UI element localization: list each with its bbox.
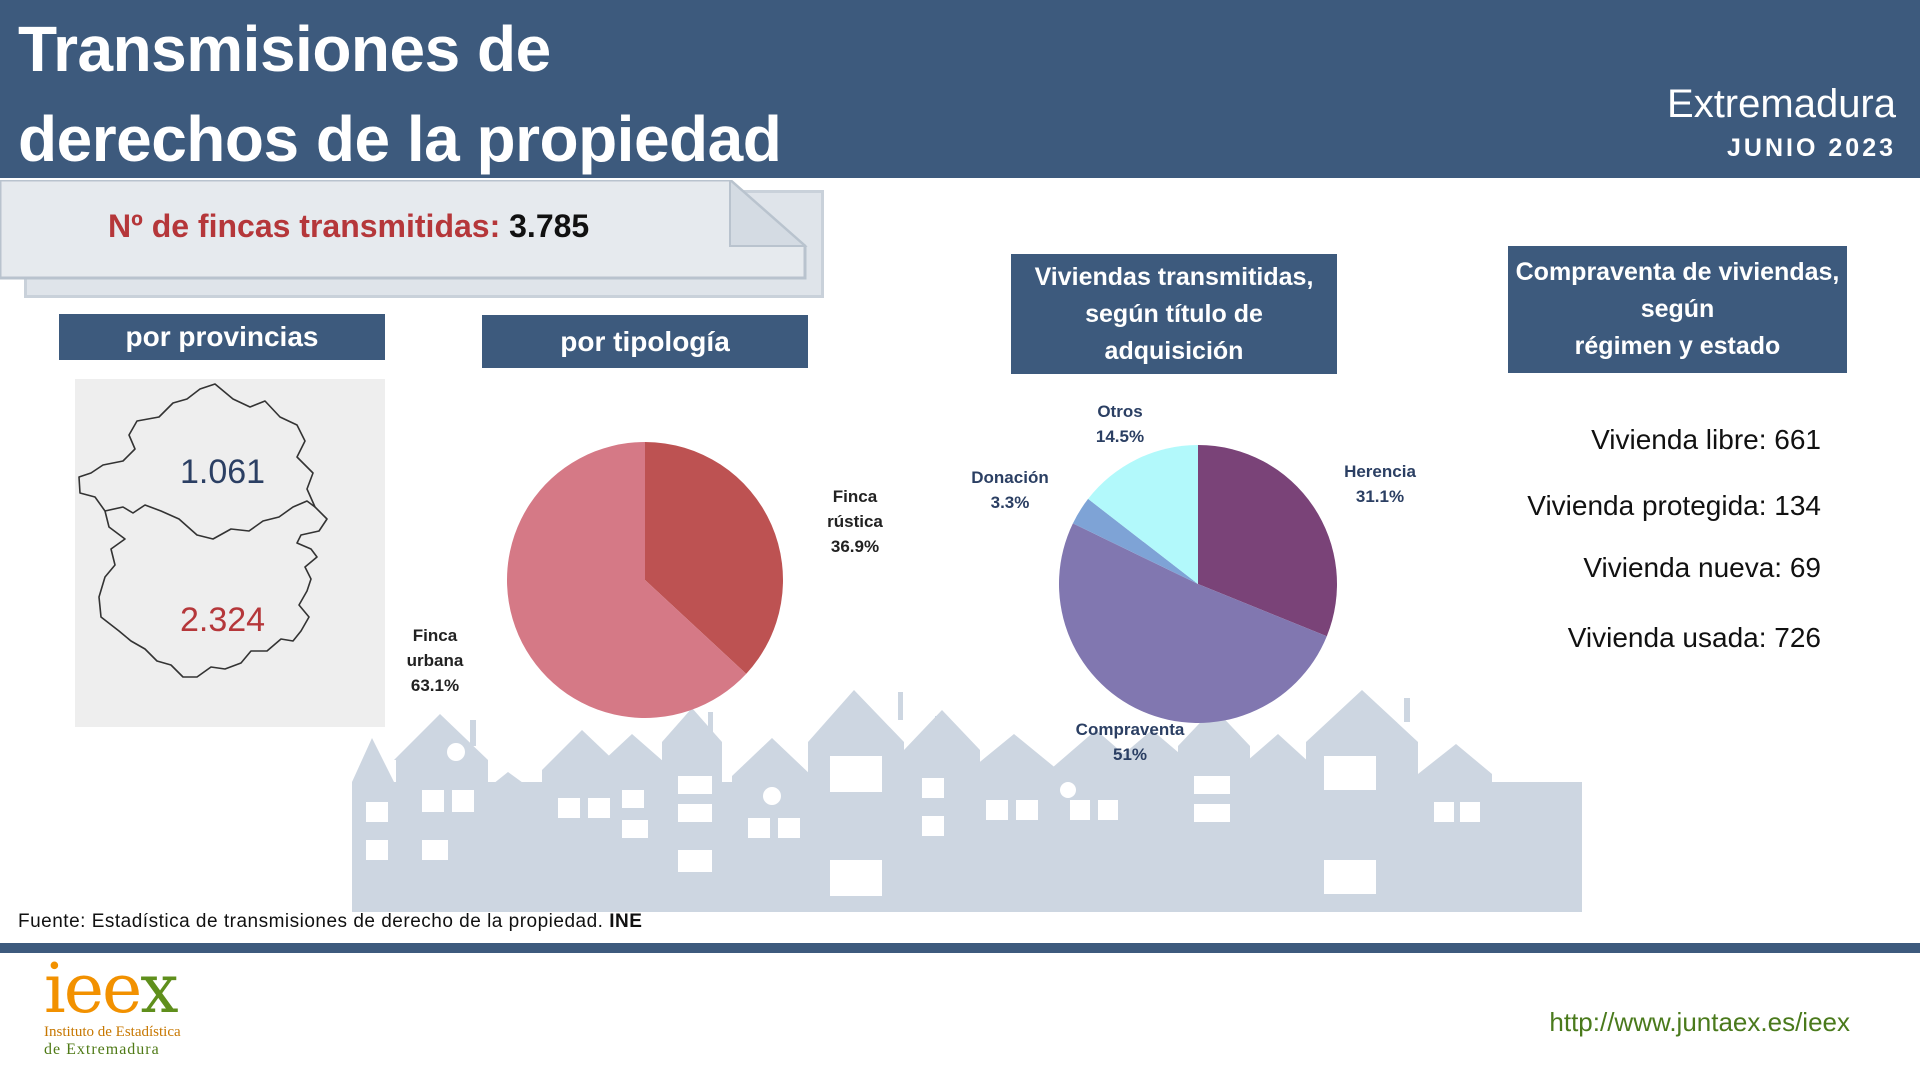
section-compraventa: Compraventa de viviendas, según régimen … (1508, 246, 1847, 373)
pie2-label-otros-name: Otros (1097, 402, 1143, 421)
fincas-label: Nº de fincas transmitidas: (108, 208, 501, 244)
section-compraventa-line3: régimen y estado (1574, 332, 1781, 360)
pie1-label-urbana: Finca urbana 63.1% (395, 623, 475, 698)
date-label: JUNIO 2023 (1727, 134, 1896, 162)
footer-divider (0, 943, 1920, 953)
region-label: Extremadura (1667, 82, 1896, 126)
section-compraventa-line1: Compraventa de viviendas, (1515, 258, 1840, 286)
section-viviendas-line1: Viviendas transmitidas, (1034, 262, 1314, 291)
pie2-label-otros-pct: 14.5% (1095, 427, 1145, 446)
section-viviendas-line2: según título de (1085, 299, 1263, 328)
section-compraventa-line2: según (1640, 295, 1715, 323)
section-viviendas: Viviendas transmitidas, según título de … (1011, 254, 1337, 374)
pie2-label-herencia-pct: 31.1% (1355, 487, 1405, 506)
page-title: Transmisiones de derechos de la propieda… (18, 4, 782, 184)
pie2-label-donacion-name: Donación (971, 468, 1049, 487)
pie2-label-donacion: Donación 3.3% (958, 465, 1062, 515)
stat-vivienda-nueva: Vivienda nueva: 69 (1583, 552, 1821, 583)
logo-letter-x: x (140, 950, 178, 1029)
fincas-total: Nº de fincas transmitidas: 3.785 (108, 208, 589, 245)
section-tipologia: por tipología (482, 315, 808, 368)
pie1-label-rustica-name2: rústica (827, 512, 883, 531)
pie1-label-rustica-name1: Finca (832, 487, 878, 506)
section-viviendas-line3: adquisición (1104, 336, 1244, 365)
pie1-label-rustica: Finca rústica 36.9% (805, 484, 905, 559)
header-banner: Transmisiones de derechos de la propieda… (0, 0, 1920, 178)
pie2-label-otros: Otros 14.5% (1070, 399, 1170, 449)
pie2-label-donacion-pct: 3.3% (990, 493, 1030, 512)
pie1-label-rustica-pct: 36.9% (830, 537, 880, 556)
houses-skyline-illustration (352, 690, 1582, 912)
pie2-label-compraventa: Compraventa 51% (1055, 717, 1205, 767)
logo-letter-e2: e (102, 950, 142, 1029)
pie1-slice-finca-r-stica (645, 442, 783, 674)
source-text: Fuente: Estadística de transmisiones de … (18, 911, 604, 932)
extremadura-map-outline (78, 383, 328, 678)
pie2-slice-donaci-n (1072, 498, 1198, 584)
logo-subtitle-1: Instituto de Estadística (44, 1024, 181, 1040)
title-line-2: derechos de la propiedad (18, 103, 782, 175)
stat-vivienda-protegida: Vivienda protegida: 134 (1527, 490, 1821, 521)
source-note: Fuente: Estadística de transmisiones de … (18, 911, 642, 933)
fincas-banner (0, 180, 808, 280)
pie2-slice-otros (1088, 445, 1198, 584)
ieex-logo: ieex Instituto de Estadística de Extrema… (44, 956, 181, 1059)
map-value-caceres: 1.061 (180, 453, 266, 491)
pie1-label-urbana-name2: urbana (406, 651, 464, 670)
pie2-label-compraventa-name: Compraventa (1075, 720, 1185, 739)
pie-chart-viviendas (1059, 445, 1337, 723)
stat-vivienda-usada: Vivienda usada: 726 (1567, 622, 1821, 653)
pie2-label-herencia: Herencia 31.1% (1325, 459, 1435, 509)
pie2-label-compraventa-pct: 51% (1112, 745, 1148, 764)
logo-letter-e1: e (63, 950, 104, 1029)
fincas-value: 3.785 (509, 208, 590, 244)
section-provincias: por provincias (59, 314, 385, 360)
pie2-label-herencia-name: Herencia (1344, 462, 1416, 481)
logo-subtitle-2: de Extremadura (44, 1041, 160, 1058)
pie1-slice-finca-urbana (507, 442, 747, 718)
pie2-slice-herencia (1198, 445, 1337, 637)
logo-wordmark: ieex (44, 956, 181, 1024)
logo-letter-i: i (44, 950, 66, 1029)
pie1-label-urbana-pct: 63.1% (410, 676, 460, 695)
province-map: 1.061 2.324 (75, 379, 385, 727)
website-link[interactable]: http://www.juntaex.es/ieex (1549, 1007, 1850, 1037)
pie1-label-urbana-name1: Finca (412, 626, 458, 645)
pie2-slice-compraventa (1059, 523, 1327, 723)
pie-chart-tipologia (507, 442, 783, 718)
title-line-1: Transmisiones de (18, 13, 551, 85)
map-value-badajoz: 2.324 (180, 601, 266, 639)
source-ine: INE (609, 911, 643, 932)
stat-vivienda-libre: Vivienda libre: 661 (1591, 424, 1821, 455)
